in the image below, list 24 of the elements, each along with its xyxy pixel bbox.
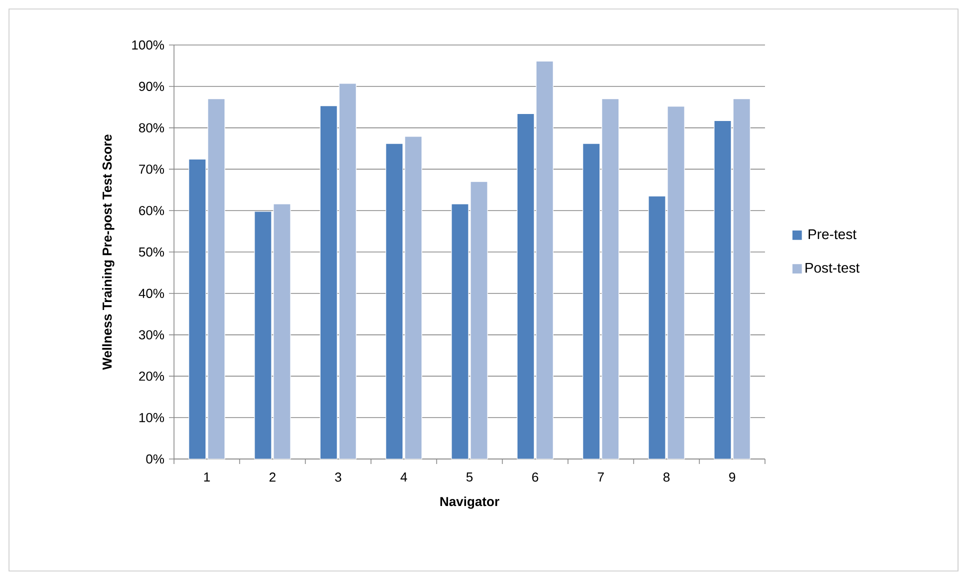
x-axis-title: Navigator: [440, 496, 500, 509]
y-tick-label: 10%: [139, 412, 164, 422]
y-tick-label: 70%: [139, 164, 164, 174]
y-tick-label: 100%: [132, 40, 164, 50]
y-tick-label: 30%: [138, 330, 164, 340]
y-tick-label: 40%: [138, 288, 164, 298]
x-tick-label: 7: [598, 472, 604, 482]
x-tick-label: 8: [663, 472, 670, 482]
y-tick-label: 50%: [138, 247, 164, 257]
x-tick-label: 2: [270, 472, 276, 482]
legend-label: Post-test: [806, 262, 860, 273]
y-tick-label: 90%: [139, 82, 164, 91]
legend-label: Pre-test: [808, 229, 856, 240]
x-tick-label: 9: [729, 472, 736, 482]
y-tick-label: 20%: [139, 372, 164, 381]
x-tick-label: 4: [400, 472, 408, 482]
y-axis-title: Wellness Training Pre-post Test Score: [102, 134, 114, 370]
y-tick-label: 80%: [139, 123, 164, 132]
x-tick-label: 3: [335, 472, 342, 482]
x-tick-label: 5: [466, 472, 473, 482]
y-tick-label: 60%: [139, 206, 164, 216]
y-tick-label: 0%: [146, 454, 164, 464]
x-tick-label: 6: [532, 472, 538, 482]
x-tick-label: 1: [204, 472, 210, 482]
